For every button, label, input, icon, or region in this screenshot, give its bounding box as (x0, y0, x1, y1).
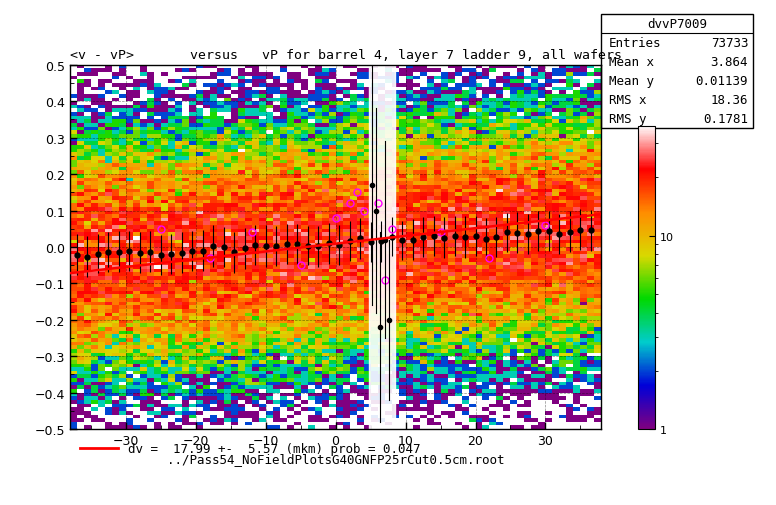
Bar (369, 66, 395, 429)
Text: 73733: 73733 (711, 37, 748, 50)
Text: RMS x: RMS x (609, 94, 646, 107)
Text: <v - vP>       versus   vP for barrel 4, layer 7 ladder 9, all wafers: <v - vP> versus vP for barrel 4, layer 7… (70, 49, 622, 62)
Text: 18.36: 18.36 (711, 94, 748, 107)
Text: Entries: Entries (609, 37, 661, 50)
X-axis label: ../Pass54_NoFieldPlotsG40GNFP25rCut0.5cm.root: ../Pass54_NoFieldPlotsG40GNFP25rCut0.5cm… (167, 452, 504, 466)
Text: dv =  17.99 +-  5.57 (mkm) prob = 0.047: dv = 17.99 +- 5.57 (mkm) prob = 0.047 (128, 442, 421, 454)
Text: RMS y: RMS y (609, 113, 646, 126)
Text: 3.864: 3.864 (711, 56, 748, 69)
Text: dvvP7009: dvvP7009 (647, 18, 707, 31)
Text: 0.01139: 0.01139 (695, 75, 748, 88)
Text: Mean x: Mean x (609, 56, 654, 69)
Text: Mean y: Mean y (609, 75, 654, 88)
Text: 0.1781: 0.1781 (703, 113, 748, 126)
